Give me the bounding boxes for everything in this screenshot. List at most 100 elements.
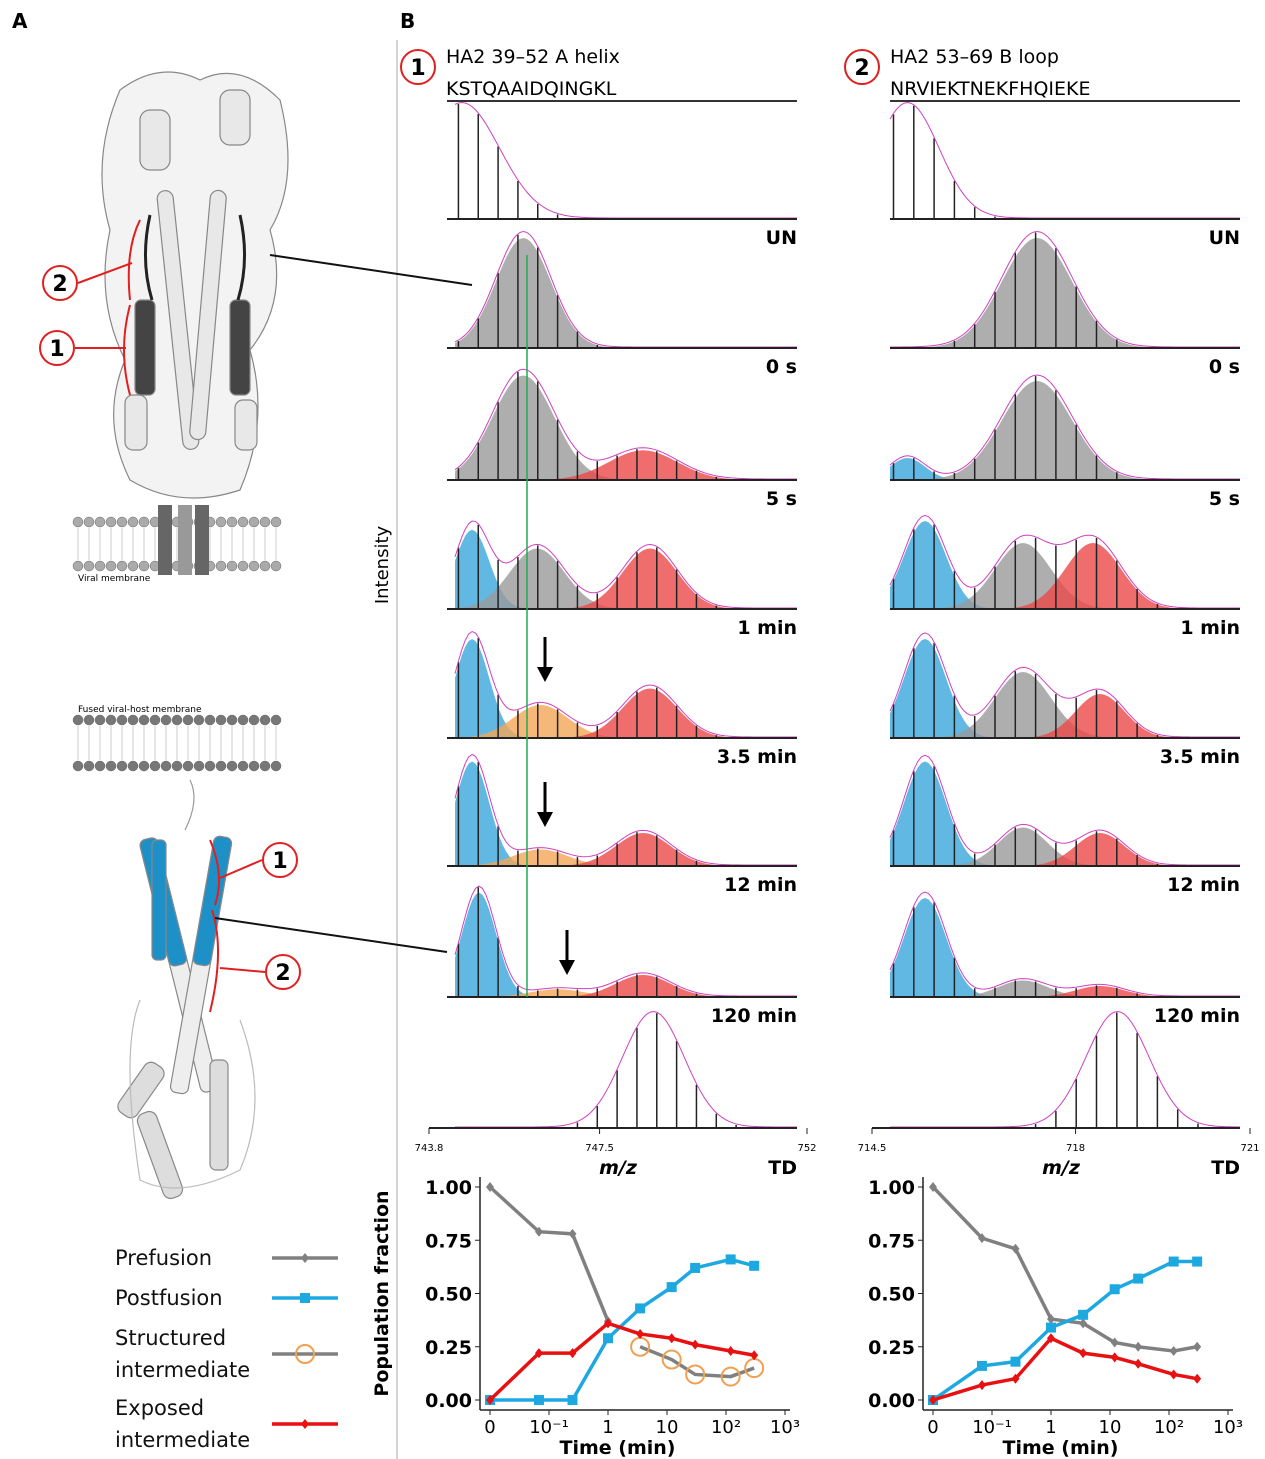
- lipid-head: [106, 761, 116, 771]
- lipid-head: [73, 761, 83, 771]
- figure-svg: A B Viral membrane Fused viral-host memb…: [0, 0, 1265, 1459]
- y-tick-label: 0.25: [425, 1337, 472, 1359]
- y-axis-label: Population fraction: [371, 1190, 393, 1396]
- lipid-head: [95, 761, 105, 771]
- callout-number: 1: [49, 337, 64, 362]
- lipid-head: [183, 761, 193, 771]
- lipid-head: [194, 761, 204, 771]
- spectra: HA2 39–52 A helix KSTQAAIDQINGKL UN 0 s 5 s 1…: [415, 46, 1260, 1179]
- lipid-head: [117, 761, 127, 771]
- callout-number: 1: [410, 56, 425, 81]
- marker: [1110, 1284, 1120, 1294]
- marker: [635, 1303, 645, 1313]
- x-tick-label: 1: [602, 1417, 613, 1438]
- marker: [668, 1333, 676, 1343]
- timepoint-label: TD: [1211, 1157, 1240, 1179]
- lipid-head: [205, 715, 215, 725]
- lipid-head: [249, 561, 259, 571]
- lipid-head: [161, 761, 171, 771]
- marker: [534, 1395, 544, 1405]
- timepoint-label: TD: [768, 1157, 797, 1179]
- timepoint-label: 12 min: [724, 874, 797, 896]
- lipid-head: [150, 715, 160, 725]
- legend-label: Prefusion: [115, 1242, 265, 1274]
- legend-marker: [300, 1293, 310, 1303]
- marker: [1169, 1257, 1179, 1267]
- lipid-head: [95, 715, 105, 725]
- lipid-head: [117, 715, 127, 725]
- spectrum-component: [890, 381, 1240, 480]
- lipid-head: [227, 761, 237, 771]
- marker: [1046, 1323, 1056, 1333]
- x-axis-label: Time (min): [1003, 1437, 1119, 1459]
- x-tick-label: 752: [797, 1143, 816, 1154]
- marker: [1170, 1346, 1178, 1356]
- x-tick-label: 10³: [770, 1417, 800, 1438]
- x-tick-label: 10⁻¹: [972, 1417, 1012, 1438]
- lipid-head: [271, 761, 281, 771]
- x-tick-label: 10: [656, 1417, 679, 1438]
- timepoint-label: 3.5 min: [717, 746, 797, 768]
- marker: [1192, 1257, 1202, 1267]
- legend-label: Exposed intermediate: [115, 1392, 265, 1456]
- lipid-head: [194, 715, 204, 725]
- marker: [977, 1361, 987, 1371]
- figure: A B Viral membrane Fused viral-host memb…: [0, 0, 1265, 1459]
- callout-number: 2: [52, 272, 67, 297]
- arrow-head: [537, 667, 553, 682]
- spectrum-envelope: [455, 1012, 797, 1128]
- lipid-head: [205, 761, 215, 771]
- marker: [1078, 1310, 1088, 1320]
- y-tick-label: 0.75: [868, 1230, 915, 1252]
- lipid-head: [84, 561, 94, 571]
- x-tick-label: 10: [1099, 1417, 1122, 1438]
- x-tick-label: 10³: [1213, 1417, 1243, 1438]
- lipid-head: [139, 715, 149, 725]
- marker: [727, 1346, 735, 1356]
- y-axis-label: Intensity: [372, 525, 393, 604]
- marker: [1111, 1352, 1119, 1362]
- marker: [690, 1263, 700, 1273]
- marker: [1134, 1359, 1142, 1369]
- marker: [1170, 1369, 1178, 1379]
- x-tick-label: 0: [484, 1417, 495, 1438]
- lipid-head: [260, 761, 270, 771]
- spectrum-component: [455, 238, 797, 348]
- timepoint-label: 5 s: [766, 488, 797, 510]
- spectrum-envelope: [890, 103, 1240, 219]
- x-tick-label: 10²: [1154, 1417, 1184, 1438]
- lipid-head: [139, 761, 149, 771]
- x-axis-label: m/z: [599, 1157, 638, 1179]
- y-tick-label: 0.25: [868, 1337, 915, 1359]
- timepoint-label: 120 min: [1154, 1005, 1240, 1027]
- membranes: [73, 517, 281, 771]
- lipid-head: [216, 761, 226, 771]
- x-tick-label: 10⁻¹: [529, 1417, 569, 1438]
- y-tick-label: 0.50: [425, 1284, 472, 1306]
- lipid-head: [249, 517, 259, 527]
- peptide-name: HA2 53–69 B loop: [890, 46, 1059, 68]
- x-tick-label: 743.8: [415, 1143, 444, 1154]
- spectrum-component: [890, 762, 1240, 867]
- peptide-sequence: KSTQAAIDQINGKL: [446, 78, 617, 100]
- y-tick-label: 1.00: [425, 1177, 472, 1199]
- marker: [978, 1380, 986, 1390]
- marker: [726, 1254, 736, 1264]
- lipid-head: [249, 715, 259, 725]
- lipid-head: [73, 715, 83, 725]
- timepoint-label: UN: [1209, 227, 1240, 249]
- lipid-head: [260, 517, 270, 527]
- timepoint-label: 0 s: [1209, 356, 1240, 378]
- legend-label: Postfusion: [115, 1282, 265, 1314]
- lipid-head: [183, 715, 193, 725]
- peptide-sequence: NRVIEKTNEKFHQIEKE: [890, 78, 1091, 100]
- marker: [1133, 1274, 1143, 1284]
- lipid-head: [238, 517, 248, 527]
- lipid-head: [84, 517, 94, 527]
- peptide-name: HA2 39–52 A helix: [446, 46, 620, 68]
- timepoint-label: 1 min: [737, 617, 797, 639]
- lipid-head: [73, 517, 83, 527]
- panel-label: A: [12, 9, 28, 33]
- marker: [1134, 1342, 1142, 1352]
- marker: [1193, 1342, 1201, 1352]
